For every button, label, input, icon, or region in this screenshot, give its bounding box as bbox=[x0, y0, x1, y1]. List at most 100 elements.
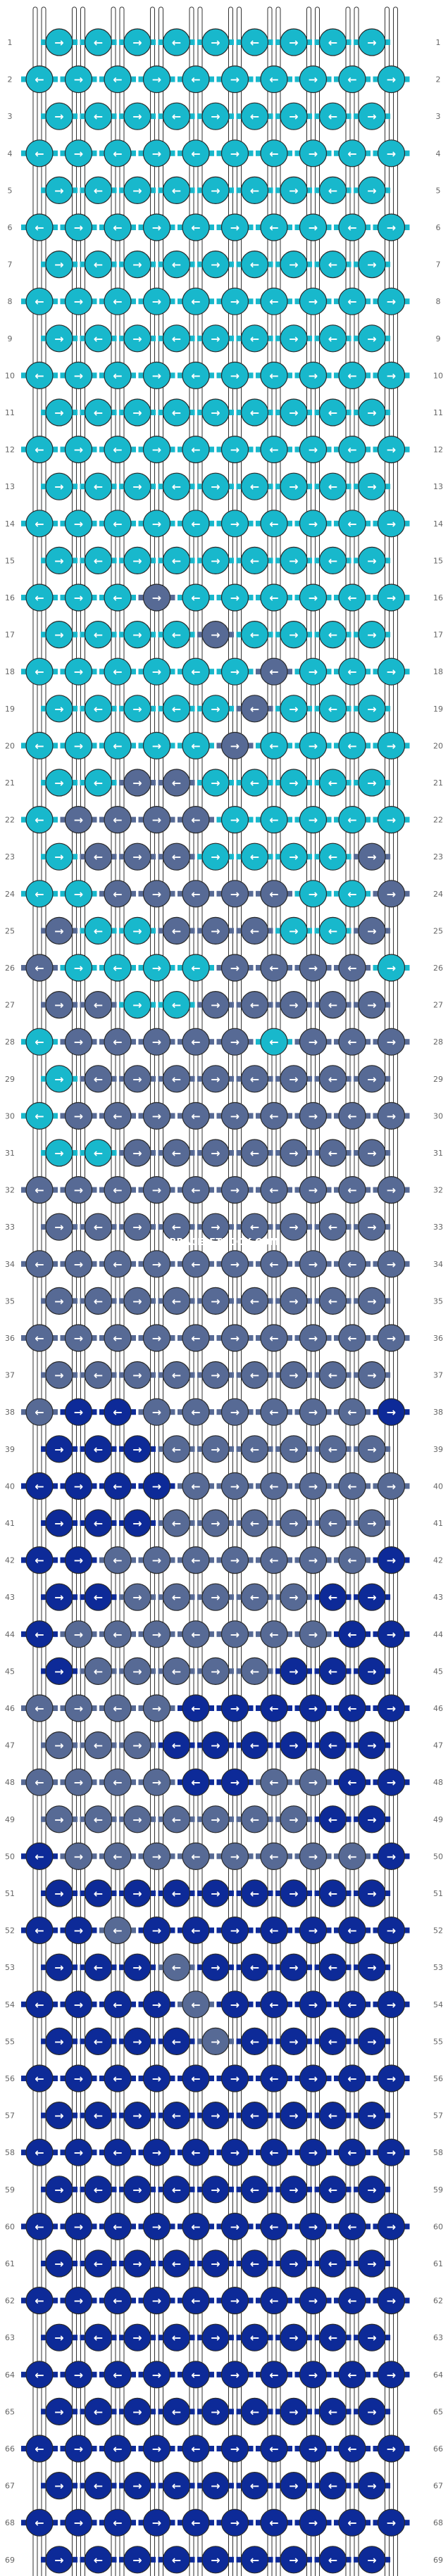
knot: ← bbox=[99, 1768, 136, 1796]
knot: → bbox=[197, 1065, 234, 1093]
knot: → bbox=[373, 583, 410, 612]
knot: → bbox=[119, 1139, 156, 1167]
knot: ← bbox=[99, 2064, 136, 2092]
svg-text:←: ← bbox=[94, 2480, 103, 2493]
knot: → bbox=[216, 1768, 254, 1796]
knot: → bbox=[138, 510, 175, 538]
row-number-left: 40 bbox=[5, 1482, 15, 1491]
row-number-right: 46 bbox=[433, 1704, 443, 1713]
row-number-left: 62 bbox=[5, 2297, 15, 2306]
svg-text:→: → bbox=[367, 629, 376, 642]
svg-text:←: ← bbox=[250, 924, 259, 937]
knot: → bbox=[294, 2361, 332, 2389]
svg-text:←: ← bbox=[35, 1332, 44, 1345]
svg-text:→: → bbox=[74, 1628, 83, 1641]
knot: → bbox=[119, 2176, 156, 2204]
svg-text:→: → bbox=[152, 369, 161, 382]
svg-text:→: → bbox=[54, 36, 63, 49]
svg-text:→: → bbox=[289, 554, 298, 567]
knot: → bbox=[373, 1917, 410, 1945]
svg-text:→: → bbox=[367, 702, 376, 716]
knot: → bbox=[197, 2102, 234, 2130]
svg-text:←: ← bbox=[250, 184, 259, 197]
knot: → bbox=[216, 1694, 254, 1722]
knot: ← bbox=[256, 1028, 292, 1056]
knot: → bbox=[119, 1360, 156, 1389]
svg-text:←: ← bbox=[250, 999, 259, 1012]
svg-text:←: ← bbox=[347, 591, 356, 605]
svg-text:←: ← bbox=[328, 1739, 337, 1753]
svg-text:→: → bbox=[387, 517, 396, 531]
knot: → bbox=[41, 1213, 77, 1241]
svg-text:←: ← bbox=[94, 1591, 103, 1604]
svg-text:←: ← bbox=[172, 1517, 181, 1530]
knot: → bbox=[373, 1694, 410, 1722]
svg-text:←: ← bbox=[269, 2294, 278, 2308]
svg-text:→: → bbox=[152, 295, 161, 308]
knot: → bbox=[119, 1731, 156, 1760]
svg-text:←: ← bbox=[250, 1147, 259, 1160]
knot: ← bbox=[21, 2287, 58, 2315]
knot: ← bbox=[314, 1435, 351, 1463]
svg-text:→: → bbox=[74, 1479, 83, 1493]
row-number-left: 29 bbox=[5, 1075, 15, 1084]
knot: ← bbox=[80, 251, 117, 279]
knot: → bbox=[294, 1324, 332, 1352]
svg-text:→: → bbox=[211, 1961, 220, 1974]
knot: ← bbox=[99, 2508, 136, 2537]
knot: → bbox=[197, 1360, 234, 1389]
svg-text:→: → bbox=[309, 1479, 318, 1493]
knot: → bbox=[275, 28, 312, 56]
svg-text:→: → bbox=[230, 2072, 239, 2085]
svg-text:←: ← bbox=[347, 1332, 356, 1345]
svg-text:→: → bbox=[387, 443, 396, 457]
svg-text:←: ← bbox=[191, 73, 200, 87]
svg-text:→: → bbox=[230, 1258, 239, 1271]
knot: ← bbox=[334, 2138, 371, 2166]
svg-text:→: → bbox=[387, 665, 396, 678]
knot: → bbox=[373, 435, 410, 464]
knot: → bbox=[294, 583, 332, 612]
svg-text:→: → bbox=[387, 1184, 396, 1197]
knot: → bbox=[119, 916, 156, 945]
knot: → bbox=[275, 2027, 312, 2055]
knot: ← bbox=[236, 2102, 273, 2130]
svg-text:→: → bbox=[367, 924, 376, 937]
knot: ← bbox=[178, 805, 214, 834]
row-number-left: 8 bbox=[8, 297, 13, 306]
knot: ← bbox=[314, 990, 351, 1019]
knot: ← bbox=[178, 1398, 214, 1426]
knot: → bbox=[119, 28, 156, 56]
svg-text:←: ← bbox=[347, 221, 356, 234]
svg-text:→: → bbox=[230, 739, 239, 752]
svg-text:→: → bbox=[387, 1406, 396, 1419]
svg-text:→: → bbox=[309, 2294, 318, 2308]
knot: → bbox=[60, 731, 97, 760]
knot: ← bbox=[334, 287, 371, 315]
knot: → bbox=[41, 102, 77, 130]
knot: → bbox=[119, 769, 156, 797]
row-number-right: 34 bbox=[433, 1260, 443, 1269]
svg-text:→: → bbox=[367, 1073, 376, 1086]
svg-text:←: ← bbox=[191, 369, 200, 382]
knot: → bbox=[41, 1435, 77, 1463]
svg-text:→: → bbox=[367, 1813, 376, 1826]
svg-text:→: → bbox=[152, 1258, 161, 1271]
svg-text:→: → bbox=[74, 1184, 83, 1197]
knot: ← bbox=[256, 213, 292, 241]
svg-text:→: → bbox=[309, 1554, 318, 1567]
svg-text:←: ← bbox=[94, 629, 103, 642]
svg-text:←: ← bbox=[269, 1035, 278, 1049]
knot: ← bbox=[178, 287, 214, 315]
row-number-right: 54 bbox=[433, 2000, 443, 2009]
knot: → bbox=[294, 2212, 332, 2240]
svg-text:→: → bbox=[230, 1332, 239, 1345]
knot: → bbox=[197, 842, 234, 871]
knot: ← bbox=[236, 842, 273, 871]
knot: ← bbox=[21, 954, 58, 982]
svg-text:→: → bbox=[289, 776, 298, 790]
knot: ← bbox=[178, 1990, 214, 2019]
svg-text:←: ← bbox=[347, 739, 356, 752]
knot: ← bbox=[21, 1842, 58, 1870]
knot: ← bbox=[80, 695, 117, 723]
